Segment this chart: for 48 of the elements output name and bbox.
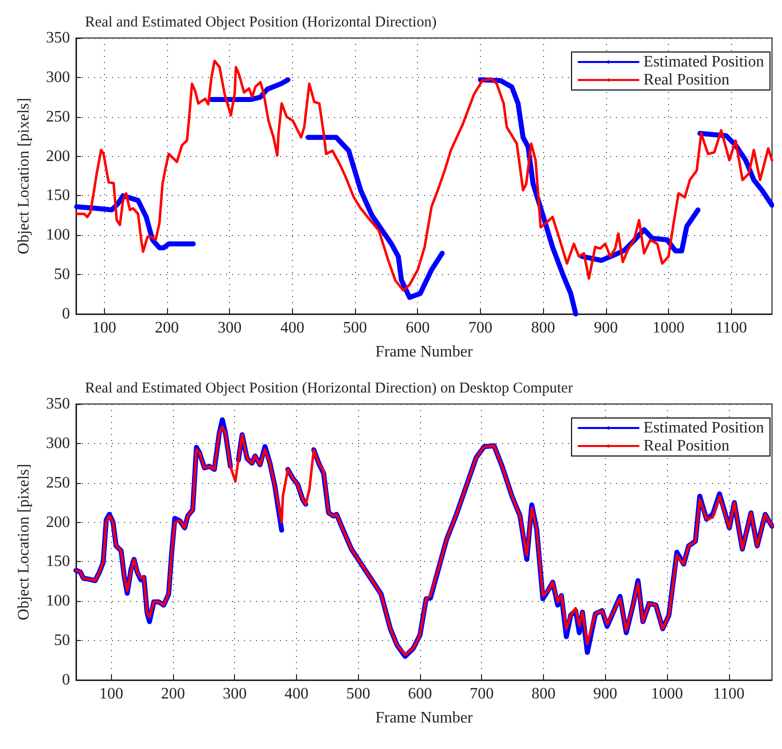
legend-label: Estimated Position [644,54,764,70]
x-tick-label: 100 [99,686,124,702]
x-tick-label: 100 [92,320,116,336]
x-tick-label: 400 [284,686,308,702]
x-tick-label: 1000 [651,686,684,702]
x-tick-label: 300 [218,320,242,336]
x-tick-label: 900 [594,320,618,336]
chart-title: Real and Estimated Object Position (Horizontal Direction) [85,14,437,30]
x-tick-label: 1000 [652,320,685,336]
y-tick-label: 300 [46,434,70,452]
x-tick-label: 600 [406,320,430,336]
y-tick-label: 0 [62,306,70,322]
legend-label: Real Position [644,72,730,88]
x-tick-label: 500 [343,320,368,336]
x-tick-label: 200 [160,686,185,702]
x-tick-label: 300 [222,686,247,702]
y-tick-label: 150 [46,187,70,204]
y-tick-label: 350 [46,30,70,46]
y-tick-label: 50 [54,632,70,650]
y-tick-label: 150 [46,553,70,570]
y-tick-label: 250 [46,108,70,126]
y-tick-label: 100 [46,592,70,610]
legend-label: Real Position [644,438,730,454]
x-tick-label: 200 [154,320,179,336]
y-tick-label: 100 [46,226,70,244]
x-tick-label: 500 [346,686,370,702]
x-tick-label: 700 [470,686,494,702]
y-tick-label: 50 [54,266,70,284]
y-axis-title: Object Location [pixels] [16,98,32,254]
x-tick-label: 400 [280,320,304,336]
x-tick-label: 900 [593,686,618,702]
x-axis-title: Frame Number [375,710,474,726]
y-tick-label: 0 [62,672,70,688]
x-tick-label: 1100 [713,686,744,702]
x-tick-label: 700 [468,320,492,336]
y-tick-label: 250 [46,474,70,492]
y-tick-label: 350 [46,396,70,412]
y-tick-label: 200 [46,148,70,165]
y-tick-label: 300 [46,68,70,86]
chart-title: Real and Estimated Object Position (Horizontal Direction) on Desktop Computer [85,380,573,396]
x-tick-label: 600 [408,686,432,702]
legend-label: Estimated Position [644,420,764,436]
x-tick-label: 800 [532,686,556,702]
x-tick-label: 800 [531,320,556,336]
y-tick-label: 200 [46,514,70,531]
x-tick-label: 1100 [716,320,747,336]
x-axis-title: Frame Number [375,344,474,360]
y-axis-title: Object Location [pixels] [16,464,32,620]
